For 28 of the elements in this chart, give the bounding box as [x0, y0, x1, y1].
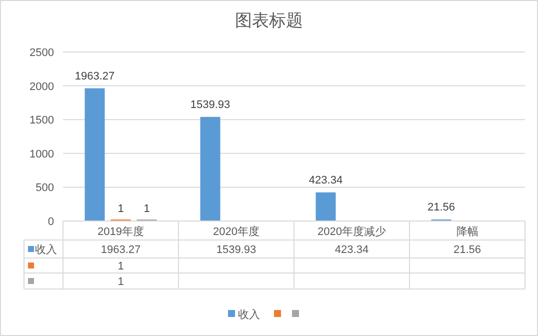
text: 1963.27 [100, 244, 141, 256]
x-tick-label: 降幅 [456, 226, 478, 238]
title: 图表标题 [235, 11, 303, 30]
y-tick-label: 500 [36, 182, 54, 194]
data-label: 423.34 [308, 174, 343, 186]
text: 423.34 [334, 244, 369, 256]
data-label: 1963.27 [74, 70, 115, 82]
x-tick-label: 2020年度 [213, 225, 260, 238]
text: 1 [118, 276, 124, 288]
data-label: 1539.93 [190, 98, 230, 111]
y-tick-label: 2000 [30, 80, 54, 93]
y-tick-label: 2500 [30, 47, 54, 59]
y-tick-label: 1500 [30, 114, 54, 127]
bar [316, 192, 336, 221]
x-tick-label: 2019年度 [98, 225, 144, 238]
data-label: 21.56 [427, 202, 456, 214]
y-tick-label: 0 [48, 216, 54, 228]
legend: 收入 [228, 309, 299, 321]
x-tick-label: 2020年度减少 [318, 225, 386, 238]
text: 21.56 [453, 244, 482, 256]
bar [84, 88, 105, 221]
legend-label: 收入 [35, 243, 57, 256]
data-label: 1 [118, 202, 124, 215]
bar [200, 116, 220, 221]
text: 1539.93 [216, 244, 256, 256]
y-tick-label: 1000 [30, 148, 54, 160]
text: 1 [118, 260, 124, 272]
data-label: 1 [144, 202, 150, 215]
